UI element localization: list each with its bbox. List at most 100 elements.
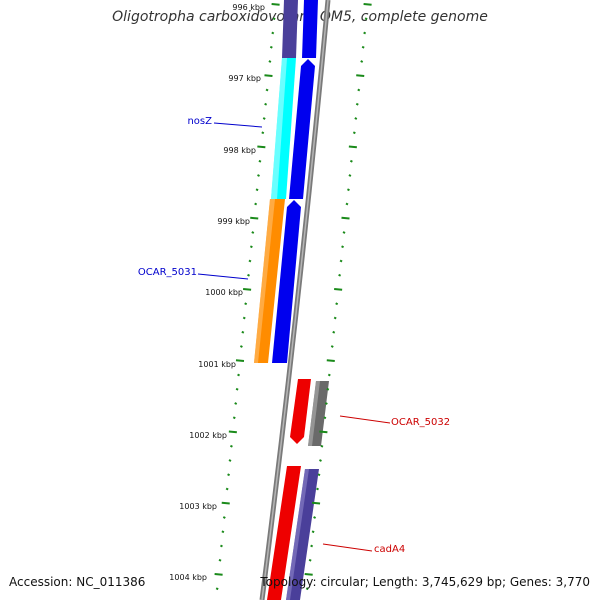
gene-label-ocar5032[interactable]: OCAR_5032 [391,417,450,428]
cadA4-leader-line [322,543,373,552]
ruler-minor-tick [327,373,331,377]
ruler-minor-tick [268,60,272,63]
ruler-minor-tick [310,544,314,548]
gene-nosZ-strand-arrow[interactable] [289,59,315,199]
ruler-minor-tick [237,373,240,377]
kbp-label: 997 kbp [228,74,261,83]
ruler-minor-tick [349,159,353,163]
ruler-minor-tick [264,102,268,106]
ruler-minor-tick [326,387,330,391]
ruler-major-tick [319,430,328,434]
ruler-major-tick [264,74,273,78]
ruler-major-tick [221,501,230,505]
ruler-minor-tick [262,117,266,120]
ruler-minor-tick [339,259,343,263]
gene-label-nosZ[interactable]: nosZ [187,116,212,127]
ruler-major-tick [257,145,266,149]
ruler-minor-tick [244,302,248,306]
ruler-minor-tick [323,416,327,420]
kbp-label: 1002 kbp [189,431,227,440]
ruler-major-tick [334,288,343,291]
kbp-label: 1001 kbp [198,360,236,369]
ruler-major-tick [348,145,357,149]
ruler-minor-tick [320,444,324,448]
ruler-major-tick [250,216,259,220]
gene-cadA4-strand-arrow[interactable] [267,466,301,600]
ruler-minor-tick [235,387,239,391]
ruler-major-tick [214,573,223,576]
gene-ocar5031-strand-arrow[interactable] [272,200,301,363]
ruler-minor-tick [215,587,219,591]
ruler-minor-tick [222,516,226,519]
ruler-minor-tick [316,487,319,491]
ruler-major-tick [311,501,321,505]
ruler-major-tick [304,573,313,576]
ruler-minor-tick [313,516,317,519]
ruler-minor-tick [335,302,339,306]
ruler-minor-tick [317,473,321,477]
ruler-minor-tick [311,530,315,534]
ocar5032-leader-line [339,415,391,424]
kbp-label: 1000 kbp [205,288,243,297]
ruler-minor-tick [354,117,358,120]
ruler-minor-tick [239,345,243,348]
ruler-minor-tick [254,202,258,206]
ruler-minor-tick [333,316,337,320]
ruler-minor-tick [305,587,309,591]
ruler-minor-tick [332,330,336,334]
ruler-minor-tick [361,45,365,49]
kbp-label: 998 kbp [223,146,256,155]
nosZ-leader-line [213,122,263,128]
ruler-minor-tick [271,31,275,35]
ruler-minor-tick [257,174,260,177]
ruler-minor-tick [265,88,269,92]
ocar5031-leader-line [197,273,249,280]
ruler-minor-tick [345,202,349,206]
ruler-minor-tick [352,131,356,135]
gene-top-blue[interactable] [302,0,318,58]
ruler-minor-tick [363,31,367,35]
gene-label-cadA4[interactable]: cadA4 [374,544,405,555]
kbp-label: 1003 kbp [179,502,217,511]
ruler-minor-tick [221,530,225,534]
ruler-major-tick [363,3,372,6]
ruler-major-tick [356,74,365,78]
ruler-major-tick [243,288,252,291]
ruler-minor-tick [251,231,255,234]
ruler-major-tick [341,216,350,220]
gene-ocar5032-strand-arrow[interactable] [290,379,311,444]
ruler-minor-tick [258,159,262,163]
ruler-minor-tick [338,273,342,277]
gene-top-purple[interactable] [282,0,298,58]
kbp-label: 1004 kbp [169,573,207,582]
ruler-minor-tick [324,402,328,405]
ruler-major-tick [228,430,237,434]
ruler-minor-tick [330,345,334,348]
topology-text: Topology: circular; Length: 3,745,629 bp… [260,575,590,589]
ruler-minor-tick [232,416,236,420]
ruler-minor-tick [218,558,222,562]
ruler-minor-tick [308,558,312,562]
ruler-minor-tick [248,259,252,263]
ruler-minor-tick [341,245,345,249]
ruler-minor-tick [220,544,223,548]
kbp-label: 996 kbp [232,3,265,12]
ruler-minor-tick [348,174,352,177]
ruler-left [214,3,280,591]
ruler-minor-tick [228,459,232,462]
ruler-minor-tick [272,17,276,21]
ruler-minor-tick [234,402,238,405]
ruler-minor-tick [241,330,245,334]
gene-label-ocar5031[interactable]: OCAR_5031 [138,267,197,278]
ruler-minor-tick [355,102,359,106]
ruler-minor-tick [255,188,259,192]
ruler-minor-tick [357,88,361,92]
ruler-minor-tick [319,459,322,462]
ruler-minor-tick [269,45,273,49]
ruler-right [304,3,372,591]
ruler-minor-tick [346,188,350,192]
ruler-minor-tick [227,473,231,477]
accession-text: Accession: NC_011386 [9,575,146,589]
ruler-minor-tick [225,487,229,491]
